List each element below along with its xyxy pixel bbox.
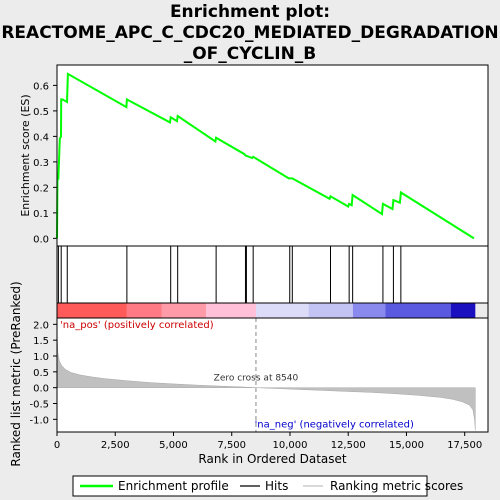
y-tick-label: -0.5 — [29, 400, 49, 411]
x-tick-label: 2,500 — [101, 440, 130, 451]
y-tick-label: 1.5 — [33, 336, 49, 347]
y-tick-label: 2.0 — [33, 320, 49, 331]
y-tick-label: 1.0 — [33, 352, 49, 363]
y-tick-label: 0.0 — [33, 234, 49, 245]
chart-title-line-3: _OF_CYCLIN_B — [183, 44, 317, 64]
color-bar-segment — [450, 303, 476, 318]
ranking-metric-area — [56, 329, 476, 431]
zero-cross-label: Zero cross at 8540 — [214, 374, 299, 384]
color-bar-segment — [255, 303, 309, 318]
x-tick-label: 5,000 — [159, 440, 188, 451]
color-bar-segment — [308, 303, 353, 318]
metric-background — [57, 318, 488, 432]
hits-background — [57, 246, 488, 303]
y-axis-label: Ranked list metric (PreRanked) — [9, 281, 23, 466]
metric-border — [56, 317, 489, 433]
y-tick-label: 0.1 — [33, 209, 49, 220]
y-tick-label: 0.3 — [33, 158, 49, 169]
y-axis-label: Enrichment score (ES) — [19, 94, 32, 216]
x-tick-label: 12,500 — [331, 440, 366, 451]
hits-panel — [56, 245, 489, 304]
plot-background — [57, 65, 488, 246]
legend-label: Ranking metric scores — [330, 479, 463, 493]
y-tick-label: 0.0 — [33, 384, 49, 395]
color-bar-segment — [352, 303, 386, 318]
x-axis-label: Rank in Ordered Dataset — [198, 452, 346, 466]
x-tick-label: 15,000 — [389, 440, 424, 451]
color-bar-segment — [385, 303, 451, 318]
y-tick-label: 0.6 — [33, 81, 49, 92]
y-tick-label: 0.5 — [33, 107, 49, 118]
enrichment-profile-line — [56, 72, 475, 240]
y-tick-label: 0.2 — [33, 183, 49, 194]
y-tick-label: -1.0 — [29, 415, 49, 426]
chart-title-line-1: Enrichment plot: — [169, 2, 331, 22]
color-bar-segment — [57, 303, 127, 318]
x-tick-label: 0 — [54, 440, 60, 451]
color-bar-segment — [206, 303, 256, 318]
negative-label: 'na_neg' (negatively correlated) — [255, 419, 414, 430]
rank-color-bar — [56, 302, 489, 319]
y-tick-label: 0.5 — [33, 368, 49, 379]
x-tick-label: 10,000 — [272, 440, 307, 451]
legend: Enrichment profile Hits Ranking metric sco… — [72, 475, 463, 497]
ranked-metric-panel: Zero cross at 8540 'na_pos' (positively c… — [9, 281, 489, 467]
chart-title-line-2: REACTOME_APC_C_CDC20_MEDIATED_DEGRADATIO… — [1, 23, 499, 43]
color-bar-segment — [161, 303, 207, 318]
x-tick-label: 17,500 — [447, 440, 482, 451]
legend-label: Hits — [265, 479, 288, 493]
legend-label: Enrichment profile — [118, 479, 229, 493]
positive-label: 'na_pos' (positively correlated) — [60, 320, 214, 331]
y-tick-label: 0.4 — [33, 132, 49, 143]
x-tick-label: 7,500 — [217, 440, 246, 451]
color-bar-segment — [126, 303, 162, 318]
